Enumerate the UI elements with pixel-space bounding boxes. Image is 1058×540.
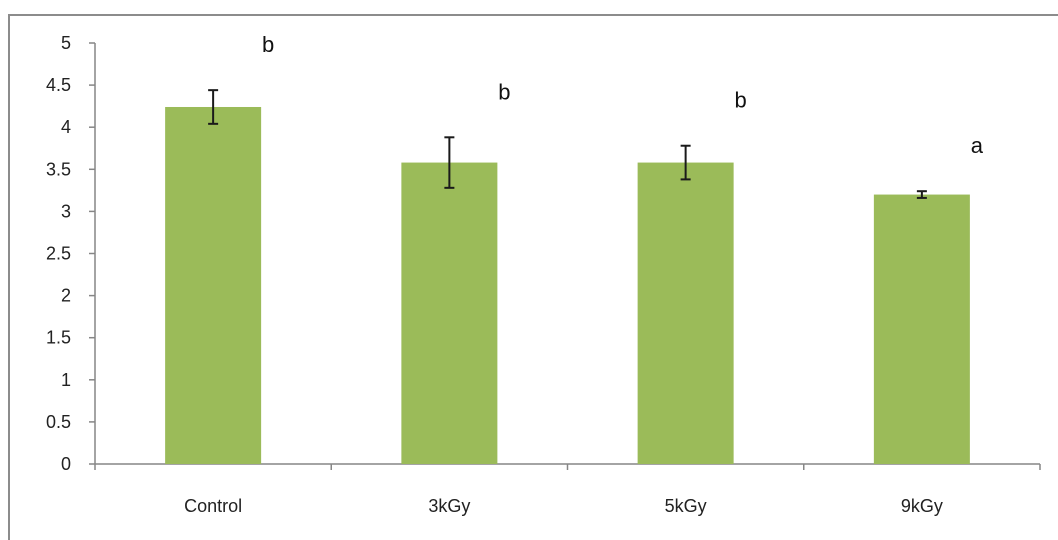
y-tick-label: 2 (61, 286, 71, 306)
y-tick-label: 0.5 (46, 412, 71, 432)
x-category-label: Control (184, 496, 242, 516)
significance-letter: b (735, 88, 747, 113)
x-category-label: 3kGy (428, 496, 470, 516)
x-axis-labels: Control 3kGy 5kGy 9kGy (184, 496, 943, 516)
significance-letter: b (498, 79, 510, 104)
x-category-label: 9kGy (901, 496, 943, 516)
bar-9kgy (873, 194, 970, 464)
significance-letter: a (971, 133, 984, 158)
error-bars (208, 89, 927, 199)
y-tick-label: 0 (61, 454, 71, 474)
bar-control (165, 106, 262, 464)
y-axis-ticks: 0 0.5 1 1.5 2 2.5 3 3.5 4 4.5 5 (46, 33, 95, 474)
y-tick-label: 3.5 (46, 159, 71, 179)
y-tick-label: 1.5 (46, 328, 71, 348)
y-tick-label: 1 (61, 370, 71, 390)
y-tick-label: 4 (61, 117, 71, 137)
significance-letter: b (262, 32, 274, 57)
bar-3kgy (401, 162, 498, 464)
y-tick-label: 3 (61, 201, 71, 221)
significance-letters: b b b a (262, 32, 984, 158)
y-tick-label: 5 (61, 33, 71, 53)
chart-frame (8, 14, 1058, 540)
y-tick-label: 2.5 (46, 244, 71, 264)
bars (165, 106, 970, 464)
y-tick-label: 4.5 (46, 75, 71, 95)
x-category-label: 5kGy (665, 496, 707, 516)
bar-5kgy (637, 162, 734, 464)
